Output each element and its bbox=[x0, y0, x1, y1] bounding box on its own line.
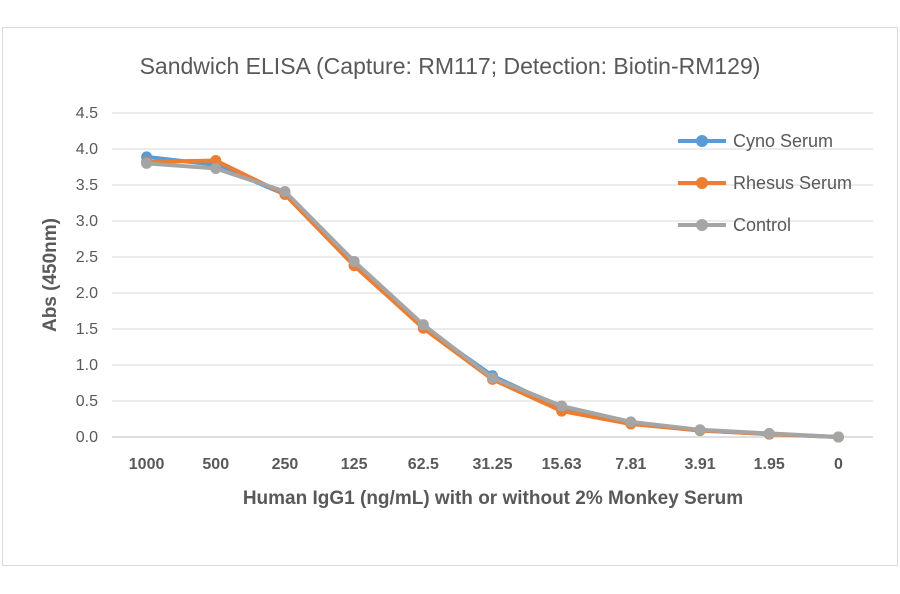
y-tick-label: 2.0 bbox=[76, 285, 98, 302]
x-tick-label: 1.95 bbox=[754, 456, 785, 473]
series-line-cyno-serum bbox=[144, 154, 841, 439]
data-point-control bbox=[417, 319, 429, 331]
data-point-control bbox=[625, 416, 637, 428]
x-tick-label: 62.5 bbox=[408, 456, 439, 473]
y-tick-label: 3.0 bbox=[76, 213, 98, 230]
legend-label-rhesus-serum: Rhesus Serum bbox=[733, 173, 852, 193]
chart-title: Sandwich ELISA (Capture: RM117; Detectio… bbox=[140, 53, 761, 79]
x-tick-label: 31.25 bbox=[472, 456, 512, 473]
legend-marker-cyno-serum bbox=[696, 135, 708, 147]
data-point-control bbox=[279, 185, 291, 197]
x-tick-label: 250 bbox=[272, 456, 299, 473]
series-line-control bbox=[144, 161, 841, 439]
y-tick-label: 1.0 bbox=[76, 357, 98, 374]
series-layer bbox=[141, 151, 844, 443]
legend: Cyno Serum Rhesus Serum Control bbox=[678, 131, 852, 235]
data-point-control bbox=[763, 427, 775, 439]
legend-marker-rhesus-serum bbox=[696, 177, 708, 189]
data-point-control bbox=[210, 162, 222, 174]
y-tick-label: 0.0 bbox=[76, 429, 98, 446]
x-tick-label: 3.91 bbox=[684, 456, 715, 473]
y-tick-label: 4.0 bbox=[76, 141, 98, 158]
x-tick-label: 125 bbox=[341, 456, 368, 473]
data-point-control bbox=[348, 255, 360, 267]
data-point-control bbox=[141, 157, 153, 169]
data-point-control bbox=[487, 372, 498, 384]
data-point-control bbox=[556, 400, 568, 412]
x-tick-label: 1000 bbox=[129, 456, 165, 473]
x-tick-label: 0 bbox=[834, 456, 843, 473]
x-axis-label: Human IgG1 (ng/mL) with or without 2% Mo… bbox=[243, 488, 743, 509]
y-tick-label: 4.5 bbox=[76, 105, 98, 122]
y-tick-label: 0.5 bbox=[76, 393, 98, 410]
data-point-rhesus-serum bbox=[210, 155, 222, 167]
y-tick-label: 1.5 bbox=[76, 321, 98, 338]
chart-frame bbox=[2, 27, 898, 566]
x-axis-ticks: 1000 500 250 125 62.5 31.25 15.63 7.81 3.91 1.95 0 bbox=[129, 456, 843, 473]
x-tick-label: 7.81 bbox=[615, 456, 646, 473]
y-axis-ticks: 0.0 0.5 1.0 1.5 2.0 2.5 3.0 3.5 4.0 4.5 bbox=[76, 105, 98, 446]
legend-label-cyno-serum: Cyno Serum bbox=[733, 131, 833, 151]
gridlines bbox=[112, 112, 873, 438]
x-tick-label: 15.63 bbox=[542, 456, 582, 473]
legend-label-control: Control bbox=[733, 215, 791, 235]
y-tick-label: 2.5 bbox=[76, 249, 98, 266]
x-tick-label: 500 bbox=[202, 456, 229, 473]
legend-marker-control bbox=[696, 219, 708, 231]
series-line-rhesus-serum bbox=[144, 158, 841, 439]
y-tick-label: 3.5 bbox=[76, 177, 98, 194]
data-point-control bbox=[694, 424, 706, 436]
y-axis-label: Abs (450nm) bbox=[40, 218, 61, 332]
data-point-control bbox=[832, 431, 844, 443]
